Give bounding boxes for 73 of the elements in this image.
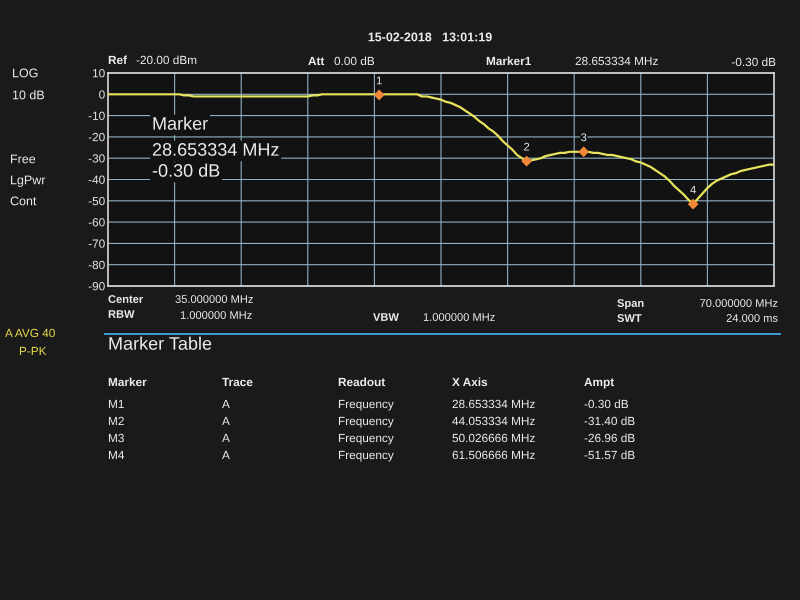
text: Trace [222,378,252,386]
point [578,146,590,158]
text: 10 dB [12,90,44,100]
y-tick-label: -30 [88,154,105,163]
text: P-PK [20,346,46,356]
text: Ampt [584,378,614,389]
text: Marker [108,377,147,386]
text: X Axis [452,377,488,386]
text: Readout [338,377,386,386]
text: LgPwr [11,176,46,187]
y-tick-label: -90 [88,282,105,290]
text: 44.053334 MHz [452,416,535,426]
point [374,90,385,100]
point [688,198,699,210]
text: -20.00 dBm [136,56,196,64]
text: Frequency [338,450,394,462]
text: 28.653334 MHz [576,56,658,66]
text: M3 [108,434,124,442]
text: VBW [373,313,399,321]
text: 50.026666 MHz [452,434,535,442]
text: A [222,416,230,426]
y-tick-label: -50 [88,196,105,206]
text: 0.00 dB [334,56,374,66]
text: Att [308,56,324,66]
text: RBW [108,310,135,318]
point [521,156,532,167]
y-tick-label: -60 [88,218,105,226]
annotation: 2 [524,142,530,151]
annotation: 1 [376,76,382,84]
text: Marker1 [486,56,531,66]
text: Marker Table [109,336,212,350]
y-tick-label: -70 [88,239,105,248]
text: M4 [108,450,124,460]
text: 1.000000 MHz [180,311,252,319]
y-tick-label: -10 [88,112,105,120]
text: M1 [108,400,124,408]
text: LOG [13,68,38,78]
y-tick-label: -20 [88,132,105,142]
text: -0.30 dB [584,399,628,408]
text: 1.000000 MHz [424,313,495,321]
text: -31.40 dB [584,416,635,426]
text: Span [617,299,644,310]
text: A [222,400,230,408]
text: -51.57 dB [584,450,635,460]
text: M2 [108,416,124,426]
text: Frequency [338,416,394,428]
text: 15-02-2018 13:01:19 [368,32,492,42]
text: 70.000000 MHz [700,299,778,307]
text: Cont [10,196,36,206]
text: A AVG 40 [5,328,55,338]
text: -26.96 dB [584,433,635,442]
text: Ref [108,56,128,64]
annotation: 28.653334 MHz [152,143,279,156]
annotation: Marker [153,116,208,130]
text: Center [108,295,144,303]
text: 61.506666 MHz [452,450,535,460]
text: A [222,434,230,442]
y-tick-label: -80 [88,260,105,270]
text: 28.653334 MHz [452,400,535,408]
text: Frequency [338,434,394,445]
text: A [222,450,230,460]
text: Frequency [338,400,394,411]
y-tick-label: -40 [88,176,105,184]
annotation: -0.30 dB [152,164,220,177]
y-tick-label: 10 [92,69,105,78]
text: SWT [617,314,642,322]
y-tick-label: 0 [99,90,105,99]
text: 35.000000 MHz [175,295,253,303]
text: 24.000 ms [726,314,778,322]
annotation: 3 [581,133,586,142]
text: -0.30 dB [732,58,776,66]
text: Free [11,154,36,164]
annotation: 4 [690,186,696,194]
